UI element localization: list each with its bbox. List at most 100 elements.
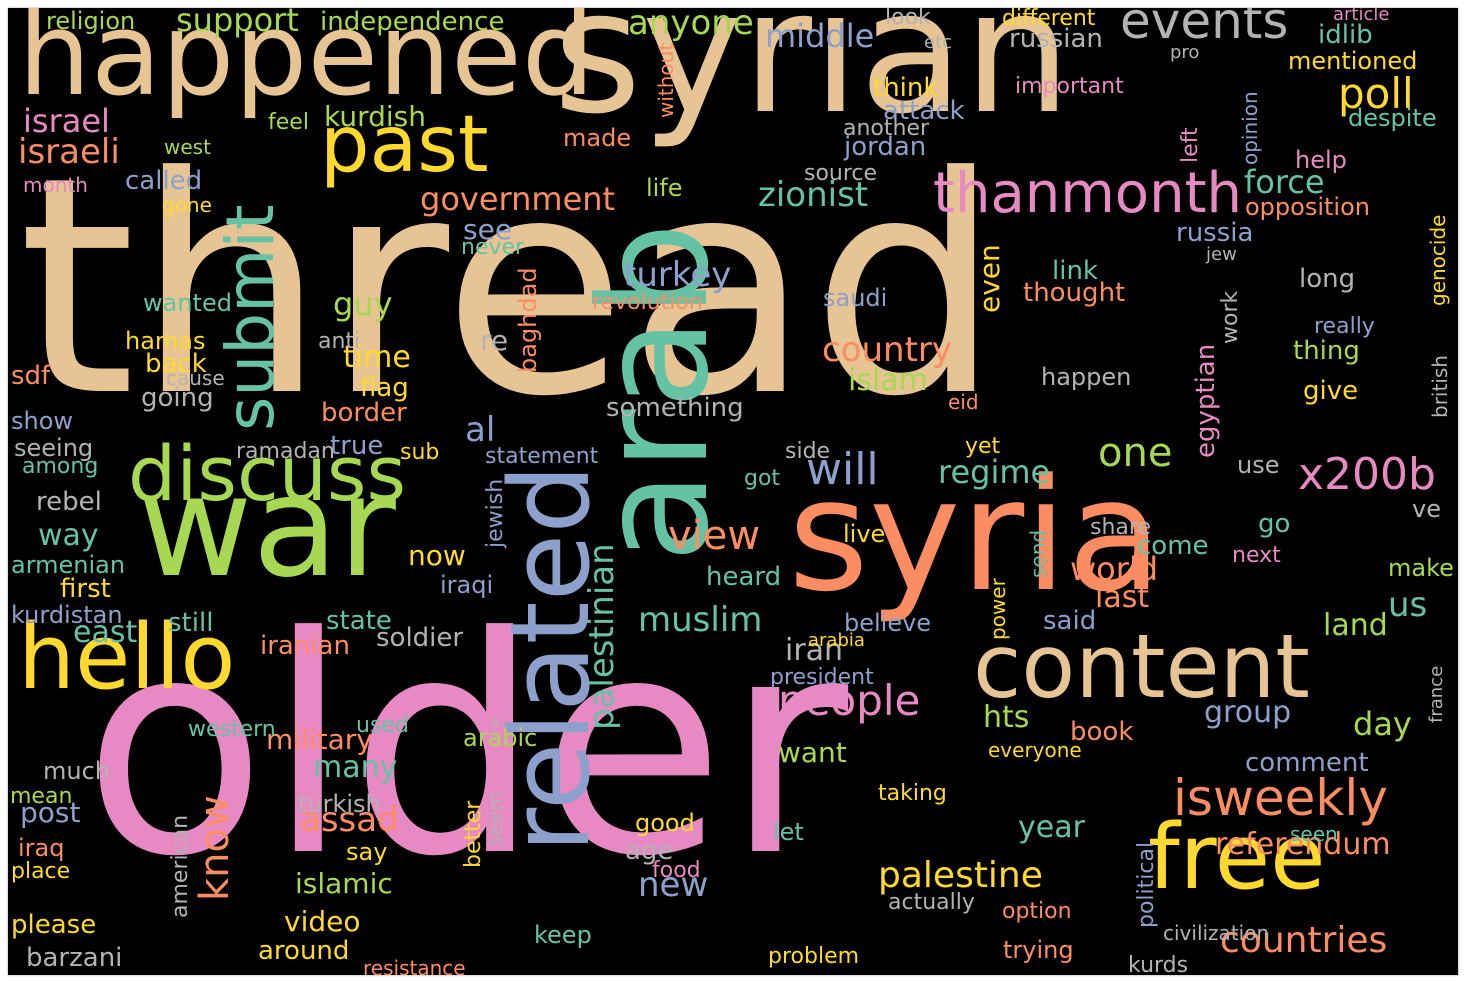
word-thought: thought [1023, 278, 1126, 308]
word-civilization: civilization [1163, 921, 1270, 945]
word-kurdistan: kurdistan [11, 601, 123, 629]
word-share: share [1090, 515, 1151, 540]
word-seem: seem [483, 791, 507, 846]
word-let: let [773, 818, 804, 846]
word-food: food [652, 858, 701, 883]
word-syria: syria [788, 445, 1163, 626]
word-life: life [646, 174, 683, 202]
word-arabia: arabia [808, 630, 865, 651]
word-referendum: referendum [1215, 827, 1391, 862]
word-among: among [22, 454, 99, 479]
word-country: country [822, 330, 953, 370]
word-israel: israel [23, 102, 110, 140]
word-around: around [258, 936, 350, 966]
word-poll: poll [1338, 69, 1414, 118]
word-give: give [1303, 376, 1359, 406]
word-rebel: rebel [36, 487, 102, 517]
word-many: many [313, 750, 398, 785]
word-turkish: turkish [298, 790, 381, 818]
word-everyone: everyone [988, 738, 1082, 762]
word-view: view [668, 513, 761, 559]
word-world: world [1070, 550, 1159, 588]
word-keep: keep [534, 921, 592, 949]
word-got: got [744, 466, 781, 491]
word-france: france [1426, 665, 1447, 723]
word-opposition: opposition [1245, 193, 1370, 221]
word-something: something [606, 393, 744, 423]
word-different: different [1002, 8, 1096, 31]
word-regime: regime [938, 453, 1051, 491]
word-idlib: idlib [1318, 20, 1373, 50]
word-submit: submit [212, 204, 289, 431]
word-thanmonth: thanmonth [933, 161, 1243, 226]
word-zionist: zionist [758, 175, 869, 215]
word-month: month [23, 173, 88, 197]
word-see: see [463, 213, 513, 246]
word-believe: believe [844, 609, 932, 637]
word-turkey: turkey [623, 255, 732, 295]
word-heard: heard [706, 562, 782, 592]
word-land: land [1323, 608, 1388, 643]
word-live: live [843, 520, 886, 548]
word-true: true [330, 431, 384, 461]
word-genocide: genocide [1426, 214, 1450, 306]
word-x200b: x200b [1298, 449, 1436, 500]
word-really: really [1314, 314, 1375, 339]
word-link: link [1052, 256, 1098, 286]
word-seen: seen [1290, 822, 1338, 846]
word-mentioned: mentioned [1288, 47, 1418, 75]
word-statement: statement [485, 444, 599, 469]
word-iraqi: iraqi [440, 571, 494, 599]
word-etc: etc [924, 32, 953, 53]
word-say: say [346, 838, 388, 866]
word-kurdish: kurdish [324, 100, 427, 133]
word-syrian: syrian [553, 8, 1072, 152]
word-way: way [38, 518, 99, 553]
word-armenian: armenian [11, 551, 126, 579]
word-send: send [1026, 529, 1050, 578]
word-middle: middle [765, 17, 875, 55]
word-pro: pro [1170, 42, 1200, 63]
word-western: western [188, 717, 276, 742]
word-saudi: saudi [823, 284, 888, 312]
word-side: side [785, 439, 831, 464]
word-know: know [192, 795, 238, 901]
word-east: east [73, 615, 138, 650]
word-video: video [284, 905, 361, 938]
word-political: political [1134, 841, 1159, 928]
word-seeing: seeing [14, 434, 94, 462]
word-hamas: hamas [125, 327, 206, 355]
word-help: help [1295, 146, 1347, 174]
word-go: go [1258, 509, 1291, 539]
word-us: us [1388, 585, 1428, 625]
word-used: used [356, 713, 409, 738]
word-want: want [778, 736, 847, 769]
word-independence: independence [320, 8, 505, 37]
word-events: events [1120, 8, 1289, 50]
word-happen: happen [1041, 363, 1132, 391]
word-resistance: resistance [363, 956, 466, 975]
word-happened: happened [18, 8, 595, 122]
word-important: important [1015, 74, 1124, 99]
word-israeli: israeli [18, 132, 120, 172]
word-content: content [973, 615, 1310, 718]
word-despite: despite [1348, 104, 1437, 132]
word-never: never [461, 235, 525, 260]
word-palestinian: palestinian [582, 543, 622, 730]
word-now: now [408, 539, 466, 572]
word-comment: comment [1245, 748, 1369, 778]
word-better: better [461, 800, 486, 868]
word-another: another [843, 116, 930, 141]
word-soldier: soldier [376, 623, 464, 653]
word-power: power [986, 578, 1010, 640]
word-thing: thing [1293, 336, 1360, 366]
word-back: back [145, 349, 207, 379]
word-people: people [778, 676, 921, 725]
word-day: day [1353, 705, 1412, 743]
word-revolution: revolution [592, 290, 703, 315]
word-wanted: wanted [143, 289, 232, 317]
word-assad: assad [300, 800, 399, 840]
word-ve: ve [1412, 495, 1441, 523]
word-baghdad: baghdad [514, 267, 542, 373]
word-guy: guy [333, 285, 393, 323]
